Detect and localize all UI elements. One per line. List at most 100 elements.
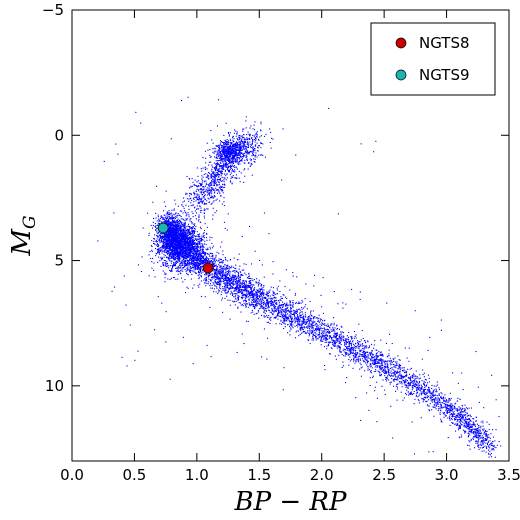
star-point [376, 358, 378, 360]
star-point [273, 294, 275, 296]
star-point [267, 316, 269, 318]
star-point [297, 316, 299, 318]
star-point [397, 383, 399, 385]
star-point [234, 289, 236, 291]
star-point [285, 317, 287, 319]
star-point [494, 456, 496, 458]
star-point [292, 300, 294, 302]
star-point [290, 304, 292, 306]
star-point [322, 335, 324, 337]
star-point [268, 305, 270, 307]
star-point [467, 424, 469, 426]
star-point [316, 317, 318, 319]
star-point [482, 443, 484, 445]
star-point [276, 303, 278, 305]
star-point [168, 250, 170, 252]
star-point [235, 277, 237, 279]
star-point [375, 355, 377, 357]
star-point [438, 394, 440, 396]
star-point [216, 276, 218, 278]
star-point [385, 363, 387, 365]
star-point [194, 248, 196, 250]
star-point [347, 353, 349, 355]
star-point [333, 335, 335, 337]
star-point [227, 283, 229, 285]
star-point [418, 382, 420, 384]
star-point [225, 287, 227, 289]
star-point [302, 321, 304, 323]
star-point [246, 291, 248, 293]
star-point [219, 271, 221, 273]
star-point [338, 338, 340, 340]
star-point [216, 265, 218, 267]
star-point [259, 293, 261, 295]
star-point [441, 421, 443, 423]
star-point [470, 427, 472, 429]
star-point [234, 276, 236, 278]
star-point [312, 337, 314, 339]
star-point [271, 309, 273, 311]
star-point [328, 337, 330, 339]
star-point [284, 318, 286, 320]
star-point [466, 408, 468, 410]
star-point [465, 421, 467, 423]
star-point [340, 344, 342, 346]
star-point [248, 290, 250, 292]
star-point [224, 278, 226, 280]
star-point [291, 326, 293, 328]
star-point [228, 287, 230, 289]
star-point [225, 265, 227, 267]
star-point [287, 318, 289, 320]
star-point [348, 339, 350, 341]
star-point [450, 406, 452, 408]
star-point [338, 340, 340, 342]
star-point [303, 307, 305, 309]
star-point [433, 390, 435, 392]
star-point [360, 367, 362, 369]
star-point [165, 239, 167, 241]
star-point [225, 285, 227, 287]
star-point [395, 376, 397, 378]
star-point [219, 267, 221, 269]
star-point [292, 324, 294, 326]
star-point [251, 294, 253, 296]
star-point [202, 249, 204, 251]
star-point [488, 436, 490, 438]
star-point [351, 341, 353, 343]
star-point [340, 331, 342, 333]
star-point [412, 384, 414, 386]
star-point [318, 327, 320, 329]
star-point [213, 269, 215, 271]
star-point [216, 287, 218, 289]
star-point [230, 271, 232, 273]
star-point [290, 312, 292, 314]
star-point [287, 306, 289, 308]
star-point [203, 250, 205, 252]
star-point [256, 301, 258, 303]
star-point [469, 423, 471, 425]
star-point [439, 400, 441, 402]
star-point [281, 311, 283, 313]
star-point [249, 305, 251, 307]
star-point [233, 280, 235, 282]
star-point [196, 268, 198, 270]
star-point [450, 407, 452, 409]
star-point [421, 394, 423, 396]
star-point [230, 267, 232, 269]
star-point [232, 277, 234, 279]
star-point [349, 356, 351, 358]
star-point [223, 275, 225, 277]
star-point [384, 368, 386, 370]
star-point [220, 258, 222, 260]
star-point [438, 403, 440, 405]
star-point [225, 269, 227, 271]
star-point [226, 268, 228, 270]
star-point [270, 304, 272, 306]
star-point [403, 372, 405, 374]
star-point [354, 362, 356, 364]
star-point [475, 434, 477, 436]
star-point [196, 239, 198, 241]
star-point [274, 300, 276, 302]
star-point [219, 261, 221, 263]
star-point [479, 434, 481, 436]
